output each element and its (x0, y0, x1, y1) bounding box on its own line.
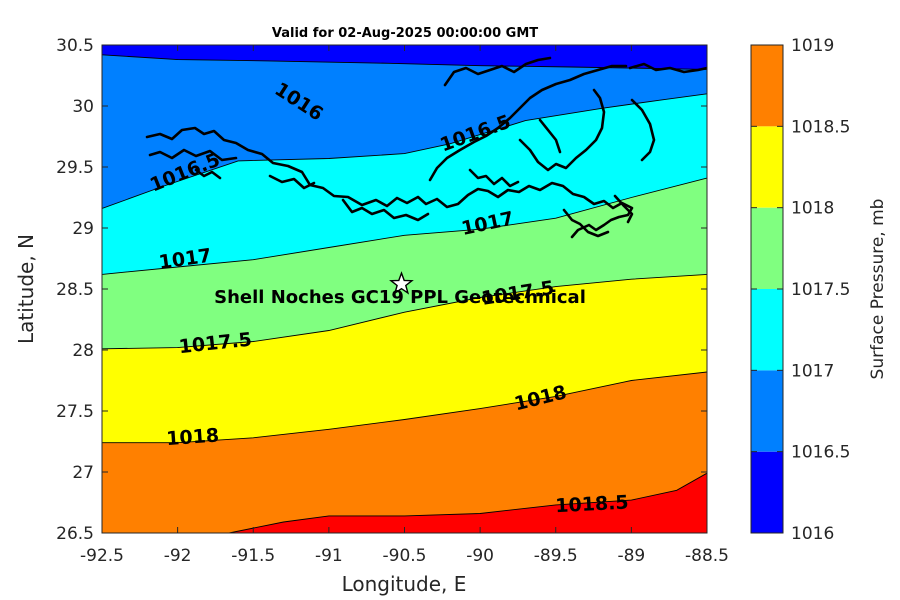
coastline-segment-6 (443, 56, 552, 87)
colorbar-swatch (751, 370, 783, 452)
x-axis-label: Longitude, E (342, 572, 467, 596)
star-icon (389, 271, 414, 295)
y-tick-label: 30.5 (56, 36, 94, 56)
y-tick-label: 28 (72, 341, 94, 361)
colorbar-swatch (751, 45, 783, 127)
band-1016-1016.5 (102, 54, 707, 209)
colorbar-tick-label: 1019 (791, 36, 834, 56)
coastline-segment-14 (613, 194, 634, 224)
y-axis-label: Latitude, N (14, 234, 38, 344)
isoline-1017 (102, 177, 707, 275)
y-tick-label: 28.5 (56, 280, 94, 300)
colorbar: 1016 1016.5 1017 1017.5 1018 1018.5 1019 (750, 36, 850, 544)
x-tick-label: -92 (164, 546, 192, 566)
band-1018.5-plus (229, 473, 707, 533)
x-tick-label: -90 (466, 546, 494, 566)
colorbar-swatch (751, 126, 783, 208)
site-label: Shell Noches GC19 PPL Geotechnical (214, 287, 586, 308)
contour-label-9: 1018 (166, 424, 220, 450)
isoline-1017.5 (102, 273, 707, 350)
colorbar-tick-label: 1018.5 (791, 117, 850, 137)
coastline-segment-4 (341, 198, 430, 222)
colorbar-tick-label: 1017 (791, 361, 834, 381)
x-tick-label: -89.5 (534, 546, 578, 566)
colorbar-swatch (751, 289, 783, 371)
x-tick-label: -92.5 (80, 546, 124, 566)
colorbar-tick-label: 1016 (791, 524, 834, 544)
coastline-segment-11 (468, 168, 520, 188)
x-tick-label: -90.5 (383, 546, 427, 566)
map-title: Valid for 02-Aug-2025 00:00:00 GMT (272, 26, 538, 41)
x-tick-label: -91 (315, 546, 343, 566)
y-axis-ticks: 26.5 27 27.5 28 28.5 29 29.5 30 30.5 (56, 36, 707, 544)
coastline-segment-5 (428, 64, 628, 182)
colorbar-swatch (751, 451, 783, 533)
x-tick-label: -88.5 (685, 546, 729, 566)
coastline (145, 56, 707, 239)
coastline-segment-10 (538, 118, 562, 154)
coastline-segment-2 (148, 148, 238, 162)
contour-label-10: 1018.5 (555, 491, 629, 517)
y-tick-label: 30 (72, 97, 94, 117)
colorbar-swatch (751, 207, 783, 289)
coastline-segment-8 (630, 98, 656, 162)
y-tick-label: 27.5 (56, 402, 94, 422)
x-tick-label: -89 (617, 546, 645, 566)
x-axis-ticks: -92.5 -92 -91.5 -91 -90.5 -90 -89.5 -89 -88.5 (80, 45, 729, 566)
colorbar-tick-label: 1017.5 (791, 280, 850, 300)
colorbar-tick-label: 1016.5 (791, 443, 850, 463)
band-1017.5-1018 (102, 274, 707, 443)
band-1016 (102, 45, 707, 70)
coastline-segment-13 (562, 208, 610, 238)
x-tick-label: -91.5 (231, 546, 275, 566)
y-tick-label: 26.5 (56, 524, 94, 544)
coastline-segment-3 (268, 174, 316, 190)
band-1018-1018.5 (102, 372, 707, 533)
colorbar-label: Surface Pressure, mb (868, 199, 888, 380)
y-tick-label: 29 (72, 219, 94, 239)
plot-area: 10161016.51016.5101710171017.51017.51018… (102, 45, 707, 533)
coastline-segment-1 (145, 126, 634, 239)
isoline-1018 (102, 371, 707, 444)
coastline-segment-9 (628, 62, 707, 74)
coastline-segment-7 (518, 88, 606, 172)
isoline-1016 (102, 54, 707, 70)
site-marker: Shell Noches GC19 PPL Geotechnical (214, 271, 586, 308)
y-tick-label: 27 (72, 463, 94, 483)
colorbar-tick-label: 1018 (791, 199, 834, 219)
isoline-1018.5 (229, 472, 707, 533)
coastline-segment-12 (194, 168, 222, 180)
y-tick-label: 29.5 (56, 158, 94, 178)
band-1017-1017.5 (102, 178, 707, 349)
pressure-bands (102, 45, 707, 533)
